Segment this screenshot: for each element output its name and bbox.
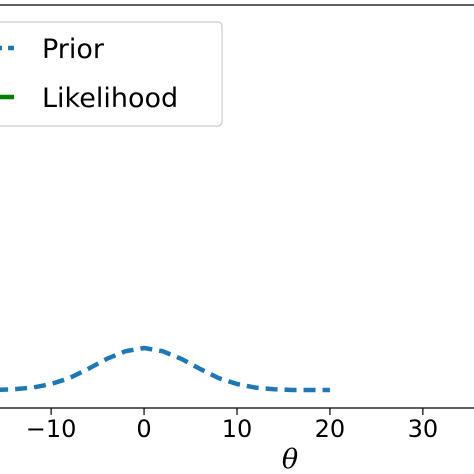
legend: Prior Likelihood bbox=[0, 21, 223, 127]
x-tick-label: 0 bbox=[136, 415, 151, 443]
legend-label-prior: Prior bbox=[42, 34, 105, 65]
x-tick-label: 10 bbox=[222, 415, 253, 443]
x-tick-label: 30 bbox=[408, 415, 439, 443]
x-tick-label: 20 bbox=[315, 415, 346, 443]
x-tick-label: −10 bbox=[26, 415, 77, 443]
x-axis-label: θ bbox=[282, 444, 298, 474]
legend-label-likelihood: Likelihood bbox=[42, 83, 178, 114]
series-layer bbox=[0, 345, 330, 393]
x-ticks: −10 0 10 20 30 bbox=[26, 408, 438, 443]
series-line-prior bbox=[0, 345, 330, 393]
legend-box bbox=[0, 21, 223, 127]
